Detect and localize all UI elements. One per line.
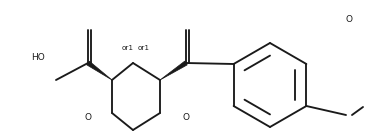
Text: or1: or1: [138, 45, 150, 51]
Polygon shape: [160, 61, 187, 80]
Text: O: O: [346, 15, 353, 25]
Text: HO: HO: [31, 54, 45, 63]
Text: O: O: [85, 113, 92, 123]
Polygon shape: [87, 61, 112, 80]
Text: O: O: [183, 113, 190, 123]
Text: or1: or1: [122, 45, 134, 51]
